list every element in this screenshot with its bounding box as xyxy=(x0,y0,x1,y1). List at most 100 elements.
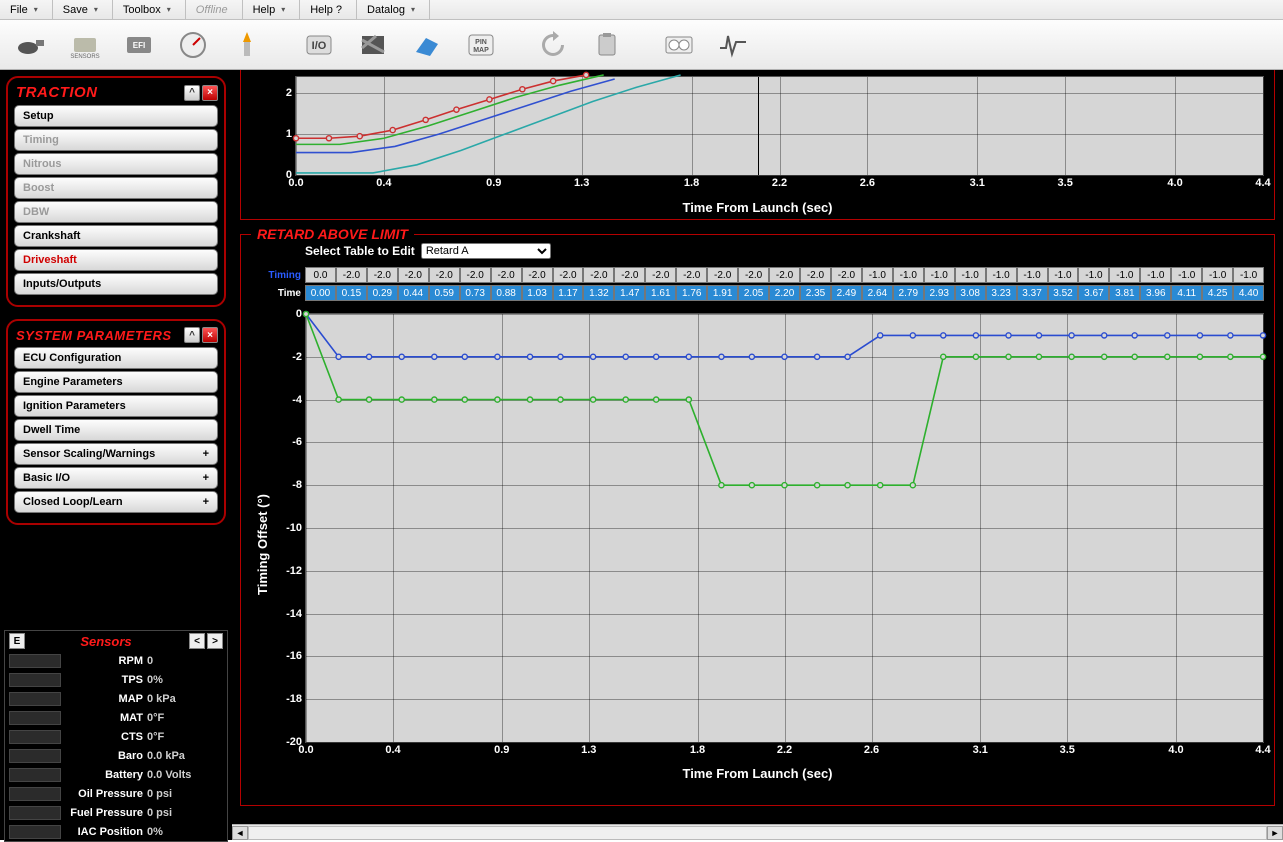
menu-file[interactable]: File▾ xyxy=(0,0,53,19)
time-cell[interactable]: 0.73 xyxy=(460,285,491,301)
wave-icon[interactable] xyxy=(710,25,756,65)
traction-item-dbw[interactable]: DBW xyxy=(14,201,218,223)
time-cell[interactable]: 1.61 xyxy=(645,285,676,301)
timing-cell[interactable]: -2.0 xyxy=(522,267,553,283)
menu-help[interactable]: Help ? xyxy=(300,0,357,19)
time-cell[interactable]: 1.47 xyxy=(614,285,645,301)
timing-cell[interactable]: -2.0 xyxy=(645,267,676,283)
timing-cell[interactable]: -1.0 xyxy=(1048,267,1079,283)
timing-cell[interactable]: -2.0 xyxy=(800,267,831,283)
timing-cell[interactable]: -1.0 xyxy=(1109,267,1140,283)
timing-cell[interactable]: -1.0 xyxy=(1171,267,1202,283)
time-cell[interactable]: 0.15 xyxy=(336,285,367,301)
timing-cell[interactable]: -2.0 xyxy=(831,267,862,283)
traction-item-inputsoutputs[interactable]: Inputs/Outputs xyxy=(14,273,218,295)
sysparam-item-ecuconfiguration[interactable]: ECU Configuration xyxy=(14,347,218,369)
traction-item-crankshaft[interactable]: Crankshaft xyxy=(14,225,218,247)
timing-cell[interactable]: -1.0 xyxy=(955,267,986,283)
time-cell[interactable]: 0.44 xyxy=(398,285,429,301)
time-cell[interactable]: 4.40 xyxy=(1233,285,1264,301)
timing-cell[interactable]: -2.0 xyxy=(460,267,491,283)
traction-close-button[interactable]: × xyxy=(202,85,218,101)
time-cell[interactable]: 1.32 xyxy=(583,285,614,301)
timing-cell[interactable]: 0.0 xyxy=(305,267,336,283)
scroll-left-button[interactable]: ◄ xyxy=(232,826,248,840)
refresh-icon[interactable] xyxy=(530,25,576,65)
traction-item-driveshaft[interactable]: Driveshaft xyxy=(14,249,218,271)
sensors-next-button[interactable]: > xyxy=(207,633,223,649)
timing-cell[interactable]: -2.0 xyxy=(336,267,367,283)
sysparam-item-basicio[interactable]: Basic I/O+ xyxy=(14,467,218,489)
timing-cell[interactable]: -1.0 xyxy=(862,267,893,283)
time-cell[interactable]: 1.17 xyxy=(553,285,584,301)
timing-cell[interactable]: -2.0 xyxy=(707,267,738,283)
time-cell[interactable]: 2.20 xyxy=(769,285,800,301)
io-icon[interactable]: I/O xyxy=(296,25,342,65)
time-cell[interactable]: 1.76 xyxy=(676,285,707,301)
time-cell[interactable]: 3.37 xyxy=(1017,285,1048,301)
menu-toolbox[interactable]: Toolbox▾ xyxy=(113,0,186,19)
time-cell[interactable]: 2.79 xyxy=(893,285,924,301)
time-cell[interactable]: 2.05 xyxy=(738,285,769,301)
timing-cell[interactable]: -1.0 xyxy=(893,267,924,283)
timing-cell[interactable]: -1.0 xyxy=(1233,267,1264,283)
time-cell[interactable]: 0.59 xyxy=(429,285,460,301)
traction-item-setup[interactable]: Setup xyxy=(14,105,218,127)
time-cell[interactable]: 2.64 xyxy=(862,285,893,301)
sensors-expand-button[interactable]: E xyxy=(9,633,25,649)
timing-cell[interactable]: -2.0 xyxy=(429,267,460,283)
menu-offline[interactable]: Offline xyxy=(186,0,243,19)
surface-icon[interactable] xyxy=(404,25,450,65)
sysparam-min-button[interactable]: ^ xyxy=(184,327,200,343)
time-cell[interactable]: 2.49 xyxy=(831,285,862,301)
time-cell[interactable]: 3.52 xyxy=(1048,285,1079,301)
sysparam-item-dwelltime[interactable]: Dwell Time xyxy=(14,419,218,441)
scroll-track[interactable] xyxy=(248,826,1267,840)
sysparam-item-engineparameters[interactable]: Engine Parameters xyxy=(14,371,218,393)
time-cell[interactable]: 3.81 xyxy=(1109,285,1140,301)
timing-cell[interactable]: -1.0 xyxy=(924,267,955,283)
timing-cell[interactable]: -2.0 xyxy=(398,267,429,283)
lower-chart-plot[interactable]: 0.00.40.91.31.82.22.63.13.54.04.40-2-4-6… xyxy=(305,313,1264,743)
horizontal-scrollbar[interactable]: ◄ ► xyxy=(232,824,1283,840)
timing-cell[interactable]: -2.0 xyxy=(676,267,707,283)
clipboard-icon[interactable] xyxy=(584,25,630,65)
traction-item-timing[interactable]: Timing xyxy=(14,129,218,151)
time-cell[interactable]: 4.25 xyxy=(1202,285,1233,301)
timing-cell[interactable]: -1.0 xyxy=(1140,267,1171,283)
efi-icon[interactable]: EFI xyxy=(116,25,162,65)
gauge-icon[interactable] xyxy=(170,25,216,65)
upper-chart-plot[interactable]: 0.00.40.91.31.82.22.63.13.54.04.4012 xyxy=(295,76,1264,176)
hatch-icon[interactable] xyxy=(350,25,396,65)
timing-cell[interactable]: -1.0 xyxy=(1078,267,1109,283)
timing-cell[interactable]: -2.0 xyxy=(769,267,800,283)
menu-help[interactable]: Help▾ xyxy=(243,0,301,19)
scroll-right-button[interactable]: ► xyxy=(1267,826,1283,840)
sensors-prev-button[interactable]: < xyxy=(189,633,205,649)
timing-cell[interactable]: -1.0 xyxy=(986,267,1017,283)
timing-cell[interactable]: -1.0 xyxy=(1017,267,1048,283)
dashgauges-icon[interactable] xyxy=(656,25,702,65)
timing-cell[interactable]: -2.0 xyxy=(583,267,614,283)
time-cell[interactable]: 1.03 xyxy=(522,285,553,301)
plug-icon[interactable] xyxy=(8,25,54,65)
sysparam-item-ignitionparameters[interactable]: Ignition Parameters xyxy=(14,395,218,417)
time-cell[interactable]: 2.93 xyxy=(924,285,955,301)
timing-cell[interactable]: -2.0 xyxy=(553,267,584,283)
timing-cell[interactable]: -1.0 xyxy=(1202,267,1233,283)
timing-cell[interactable]: -2.0 xyxy=(491,267,522,283)
time-cell[interactable]: 0.88 xyxy=(491,285,522,301)
traction-item-nitrous[interactable]: Nitrous xyxy=(14,153,218,175)
cursor-line[interactable] xyxy=(758,77,759,175)
sysparam-item-closedlooplearn[interactable]: Closed Loop/Learn+ xyxy=(14,491,218,513)
sysparam-close-button[interactable]: × xyxy=(202,327,218,343)
pinmap-icon[interactable]: PINMAP xyxy=(458,25,504,65)
time-cell[interactable]: 0.00 xyxy=(305,285,336,301)
sysparam-item-sensorscalingwarnings[interactable]: Sensor Scaling/Warnings+ xyxy=(14,443,218,465)
time-cell[interactable]: 3.08 xyxy=(955,285,986,301)
sparkplug-icon[interactable] xyxy=(224,25,270,65)
time-cell[interactable]: 3.96 xyxy=(1140,285,1171,301)
time-cell[interactable]: 2.35 xyxy=(800,285,831,301)
time-cell[interactable]: 3.23 xyxy=(986,285,1017,301)
time-cell[interactable]: 3.67 xyxy=(1078,285,1109,301)
